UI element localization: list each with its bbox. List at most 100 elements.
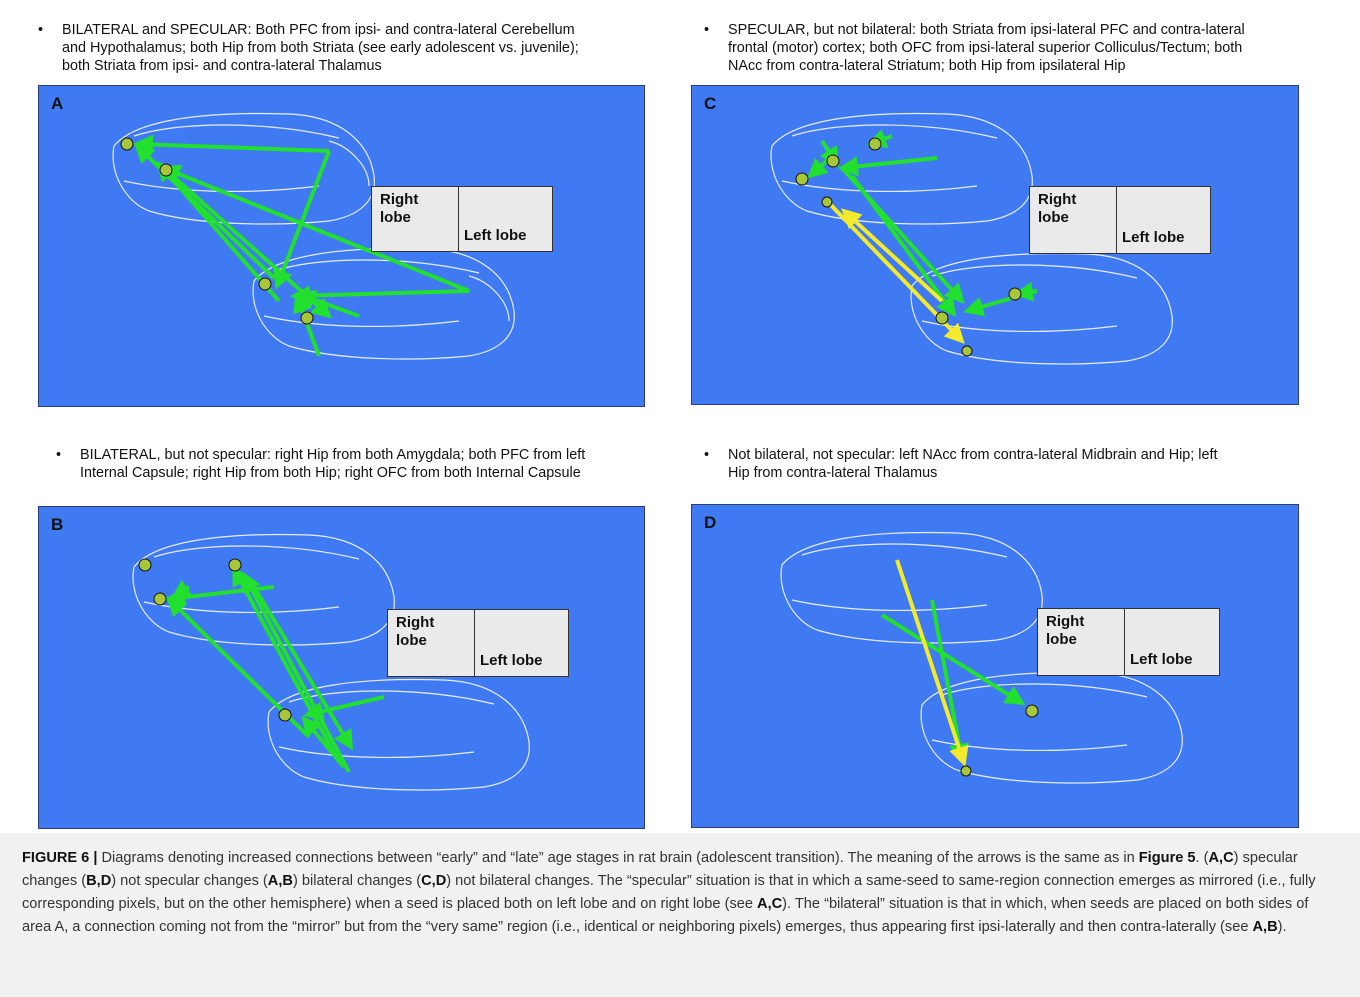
sunburst-seed-icon xyxy=(795,172,809,186)
sunburst-seed-icon xyxy=(153,592,167,606)
caption-text: ). The “bilateral” situation is that in … xyxy=(22,896,1309,935)
arrow xyxy=(252,585,354,751)
arrow xyxy=(242,571,351,773)
arrow xyxy=(841,208,944,303)
caption-text: ) not bilateral changes. The “specular” … xyxy=(22,873,1316,912)
panel-ref: A,C xyxy=(757,896,783,912)
sunburst-seed-icon xyxy=(960,765,972,777)
right-lobe-label: Right lobe xyxy=(396,614,435,649)
arrow xyxy=(880,613,1026,706)
sunburst-seed-icon xyxy=(935,311,949,325)
arrow xyxy=(134,143,276,280)
description-b-text: BILATERAL, but not specular: right Hip f… xyxy=(80,447,586,481)
panel-c: C Right lobe Left lobe xyxy=(691,85,1299,405)
sunburst-seed-icon xyxy=(159,163,173,177)
arrows-green xyxy=(807,129,1038,318)
seed-icons xyxy=(120,137,314,325)
arrows-yellow xyxy=(895,559,969,767)
seed-icons xyxy=(960,704,1039,777)
brain-outline-lower xyxy=(252,247,515,360)
arrow xyxy=(895,559,969,767)
arrow xyxy=(290,285,470,306)
panel-d: D Right lobe Left lobe xyxy=(691,504,1299,828)
panel-ref: A,B xyxy=(267,873,293,889)
panel-ref: A,B xyxy=(1252,919,1278,935)
arrow xyxy=(232,565,341,763)
sunburst-seed-icon xyxy=(278,708,292,722)
bullet-marker: • xyxy=(704,22,710,38)
legend-divider xyxy=(458,187,459,251)
seed-icons xyxy=(795,137,1022,357)
panel-d-diagram xyxy=(780,531,1183,784)
seed-icons xyxy=(138,558,292,722)
brain-outline-lower xyxy=(910,252,1173,365)
sunburst-seed-icon xyxy=(258,277,272,291)
description-b: • BILATERAL, but not specular: right Hip… xyxy=(56,446,676,486)
panel-b: B Right lobe Left lobe xyxy=(38,506,645,829)
caption-text: ) bilateral changes ( xyxy=(292,873,422,889)
arrow xyxy=(301,715,346,769)
brain-outline-lower xyxy=(920,671,1183,784)
legend-divider xyxy=(1116,187,1117,253)
sunburst-seed-icon xyxy=(120,137,134,151)
sunburst-seed-icon xyxy=(1008,287,1022,301)
arrows xyxy=(133,134,470,357)
description-d: • Not bilateral, not specular: left NAcc… xyxy=(704,446,1324,486)
panel-label: B xyxy=(51,515,64,534)
lobe-legend: Right lobe Left lobe xyxy=(1037,608,1220,676)
sunburst-seed-icon xyxy=(138,558,152,572)
panel-label: A xyxy=(51,94,64,113)
arrow xyxy=(160,164,470,293)
sunburst-seed-icon xyxy=(826,154,840,168)
left-lobe-label: Left lobe xyxy=(464,227,527,244)
sunburst-seed-icon xyxy=(228,558,242,572)
arrow xyxy=(273,150,331,290)
arrow xyxy=(133,134,330,155)
arrow xyxy=(930,599,969,764)
arrow xyxy=(303,695,385,722)
panel-ref: C,D xyxy=(421,873,447,889)
right-lobe-label: Right lobe xyxy=(380,191,419,226)
panel-ref: A,C xyxy=(1208,850,1234,866)
arrow xyxy=(963,289,1038,317)
caption-text: . ( xyxy=(1195,850,1209,866)
lobe-legend: Right lobe Left lobe xyxy=(371,186,553,252)
panel-a: A Right lobe Left lobe xyxy=(38,85,645,407)
panel-label: D xyxy=(704,513,717,532)
brain-outline-upper xyxy=(112,112,375,225)
caption-box: FIGURE 6 | Diagrams denoting increased c… xyxy=(0,833,1360,997)
right-lobe-label: Right lobe xyxy=(1038,191,1077,226)
description-c: • SPECULAR, but not bilateral: both Stri… xyxy=(704,21,1344,77)
legend-divider xyxy=(1124,609,1125,675)
sunburst-seed-icon xyxy=(821,196,833,208)
description-a-text: BILATERAL and SPECULAR: Both PFC from ip… xyxy=(62,22,579,74)
arrows xyxy=(165,565,385,773)
left-lobe-label: Left lobe xyxy=(1130,651,1193,668)
bullet-marker: • xyxy=(38,22,44,38)
left-lobe-label: Left lobe xyxy=(480,652,543,669)
legend-divider xyxy=(474,610,475,676)
bullet-marker: • xyxy=(56,447,62,463)
right-lobe-label: Right lobe xyxy=(1046,613,1085,648)
arrow xyxy=(156,160,281,303)
caption-text: ) not specular changes ( xyxy=(111,873,268,889)
sunburst-seed-icon xyxy=(868,137,882,151)
panel-ref: B,D xyxy=(86,873,112,889)
bullet-marker: • xyxy=(704,447,710,463)
panel-c-diagram xyxy=(770,112,1173,365)
figure-reference: Figure 5 xyxy=(1138,850,1196,866)
caption-text: ). xyxy=(1277,919,1287,935)
arrow xyxy=(850,174,957,318)
lobe-legend: Right lobe Left lobe xyxy=(387,609,569,677)
description-a: • BILATERAL and SPECULAR: Both PFC from … xyxy=(38,21,678,77)
lobe-legend: Right lobe Left lobe xyxy=(1029,186,1211,254)
panel-label: C xyxy=(704,94,717,113)
brain-outline-upper xyxy=(780,531,1043,644)
panel-b-diagram xyxy=(132,533,530,791)
sunburst-seed-icon xyxy=(300,311,314,325)
description-d-text: Not bilateral, not specular: left NAcc f… xyxy=(728,447,1218,481)
brain-outline-upper xyxy=(770,112,1033,225)
left-lobe-label: Left lobe xyxy=(1122,229,1185,246)
arrow xyxy=(295,290,360,318)
figure-caption: FIGURE 6 | Diagrams denoting increased c… xyxy=(22,847,1337,939)
